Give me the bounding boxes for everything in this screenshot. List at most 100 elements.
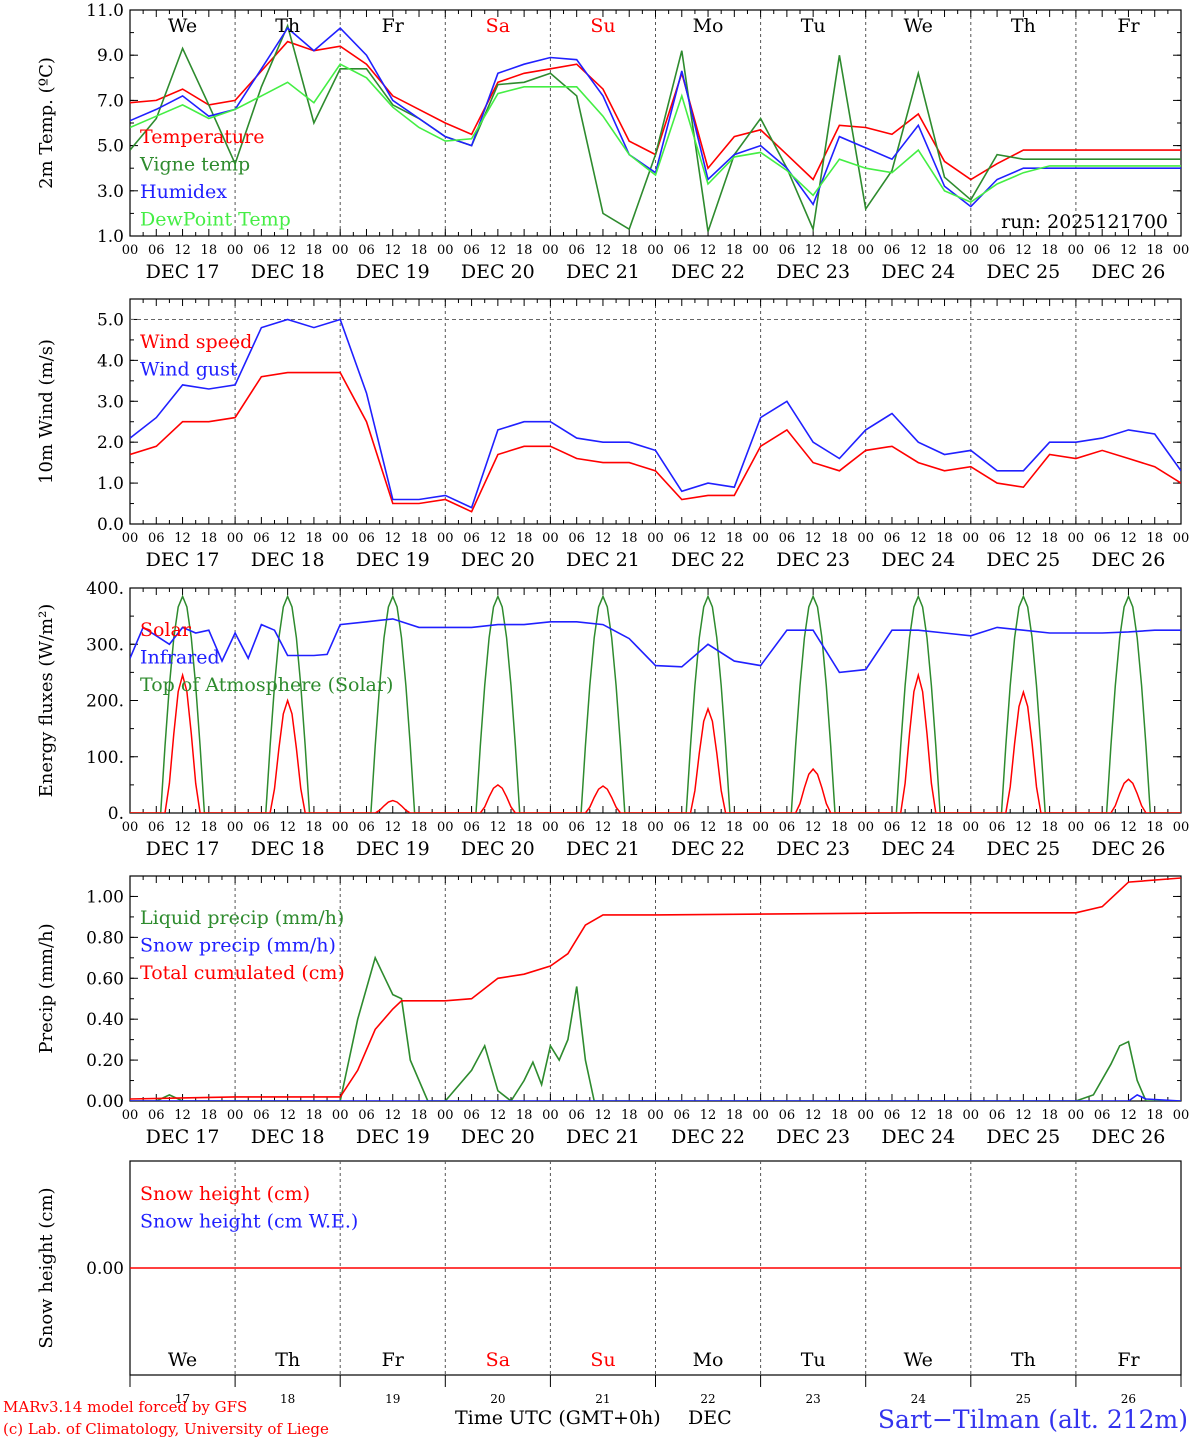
x-hour-label: 06 (779, 243, 796, 258)
x-hour-label: 00 (752, 531, 769, 546)
y-tick-label: 0.00 (86, 1259, 124, 1279)
x-date-label: DEC 25 (986, 549, 1060, 571)
x-date-label: DEC 22 (671, 549, 745, 571)
y-tick-label: 300. (86, 635, 124, 655)
x-hour-label: 06 (1094, 243, 1111, 258)
panels: 1.0 3.0 5.0 7.0 9.0 11.0 2m Temp. (ºC) Temperat… (36, 1, 1189, 1406)
legend-item: Snow height (cm) (140, 1183, 310, 1205)
x-date-label: DEC 18 (251, 838, 325, 860)
x-hour-label: 12 (805, 1108, 822, 1123)
x-hour-label: 18 (621, 1108, 638, 1123)
x-hour-label: 12 (910, 243, 927, 258)
x-hour-label: 12 (384, 820, 401, 835)
data-layer (130, 318, 1181, 513)
x-hour-label: 18 (726, 820, 743, 835)
weekday-label: Fr (1117, 1349, 1140, 1371)
x-hour-label: 12 (1120, 531, 1137, 546)
y-tick-label: 4.0 (97, 351, 124, 371)
x-date-label: DEC 20 (461, 1126, 535, 1148)
x-hour-label: 06 (674, 820, 691, 835)
panel-5: 0.00 Snow height (cm) Snow height (cm) Snow… (36, 1160, 1182, 1376)
x-hour-label: 06 (1094, 820, 1111, 835)
x-hour-label: 18 (831, 531, 848, 546)
x-hour-label: 06 (148, 1108, 165, 1123)
month-label: DEC (688, 1407, 732, 1429)
y-tick-label: 400. (86, 579, 124, 599)
weekday-label: Sa (486, 15, 510, 37)
x-hour-label: 06 (463, 1108, 480, 1123)
y-tick-label: 1.00 (86, 887, 124, 907)
weekday-label: Fr (1117, 15, 1140, 37)
x-hour-label: 12 (174, 820, 191, 835)
toa-solar-line (970, 594, 1076, 813)
bottom-axis: We 17 Th 18 Fr 19 Sa 20 Su 21 Mo 22 Tu 23 We 24 Th 25 Fr 26 (129, 1349, 1182, 1406)
x-hour-label: 00 (752, 1108, 769, 1123)
x-hour-label: 12 (279, 531, 296, 546)
x-date-label: DEC 24 (881, 549, 955, 571)
y-tick-label: 0.00 (86, 1092, 124, 1112)
x-hour-label: 18 (936, 243, 953, 258)
y-tick-label: 1.0 (97, 474, 124, 494)
x-hour-label: 06 (463, 531, 480, 546)
y-tick-label: 11.0 (86, 1, 124, 21)
x-hour-label: 00 (227, 1108, 244, 1123)
toa-solar-line (235, 594, 341, 813)
x-hour-label: 12 (700, 531, 717, 546)
day-number-label: 18 (280, 1392, 295, 1406)
x-hour-label: 00 (1173, 1108, 1190, 1123)
x-hour-label: 12 (700, 243, 717, 258)
x-date-label: DEC 19 (356, 1126, 430, 1148)
wind-gust-line (130, 318, 1181, 509)
y-tick-label: 3.0 (97, 182, 124, 202)
x-hour-label: 18 (1146, 243, 1163, 258)
toa-solar-line (655, 594, 761, 813)
x-date-label: DEC 21 (566, 549, 640, 571)
x-hour-label: 18 (1041, 243, 1058, 258)
x-date-label: DEC 20 (461, 838, 535, 860)
x-date-label: DEC 25 (986, 838, 1060, 860)
x-hour-label: 12 (1120, 820, 1137, 835)
x-hour-label: 12 (595, 1108, 612, 1123)
x-date-label: DEC 20 (461, 549, 535, 571)
weekday-label: We (168, 1349, 197, 1371)
weekday-label: Tu (801, 1349, 826, 1371)
x-hour-label: 06 (674, 531, 691, 546)
x-hour-label: 00 (542, 531, 559, 546)
x-date-label: DEC 26 (1092, 1126, 1166, 1148)
solar-line (655, 706, 761, 813)
x-hour-label: 18 (201, 531, 218, 546)
x-hour-label: 06 (463, 243, 480, 258)
x-date-label: DEC 21 (566, 261, 640, 283)
x-hour-label: 00 (122, 531, 139, 546)
x-hour-label: 00 (647, 243, 664, 258)
x-hour-label: 00 (122, 1108, 139, 1123)
x-date-label: DEC 18 (251, 261, 325, 283)
legend-item: Infrared (140, 647, 220, 669)
solar-line (340, 799, 446, 813)
x-hour-label: 00 (227, 531, 244, 546)
y-axis-label: Energy fluxes (W/m²) (36, 604, 57, 798)
day-number-label: 22 (700, 1392, 715, 1406)
legend-item: Solar (140, 619, 192, 641)
weekday-label: We (904, 15, 933, 37)
weekday-label: Th (1011, 15, 1036, 37)
y-tick-label: 200. (86, 692, 124, 712)
x-hour-label: 18 (1146, 820, 1163, 835)
x-hour-label: 12 (490, 531, 507, 546)
x-hour-label: 06 (568, 531, 585, 546)
weekday-label: Mo (693, 1349, 724, 1371)
panel-4: 0.00 0.20 0.40 0.60 0.80 1.00 Precip (mm/h) Liq… (36, 875, 1190, 1148)
x-hour-label: 18 (1146, 531, 1163, 546)
x-hour-label: 00 (227, 820, 244, 835)
x-date-label: DEC 26 (1092, 549, 1166, 571)
x-hour-label: 18 (306, 820, 323, 835)
solar-line (550, 785, 656, 813)
toa-solar-line (130, 594, 236, 813)
x-date-label: DEC 24 (881, 1126, 955, 1148)
x-hour-label: 18 (411, 531, 428, 546)
x-hour-label: 00 (1068, 820, 1085, 835)
footer-model-text: MARv3.14 model forced by GFS (3, 1398, 247, 1416)
x-date-label: DEC 19 (356, 838, 430, 860)
y-tick-label: 2.0 (97, 433, 124, 453)
